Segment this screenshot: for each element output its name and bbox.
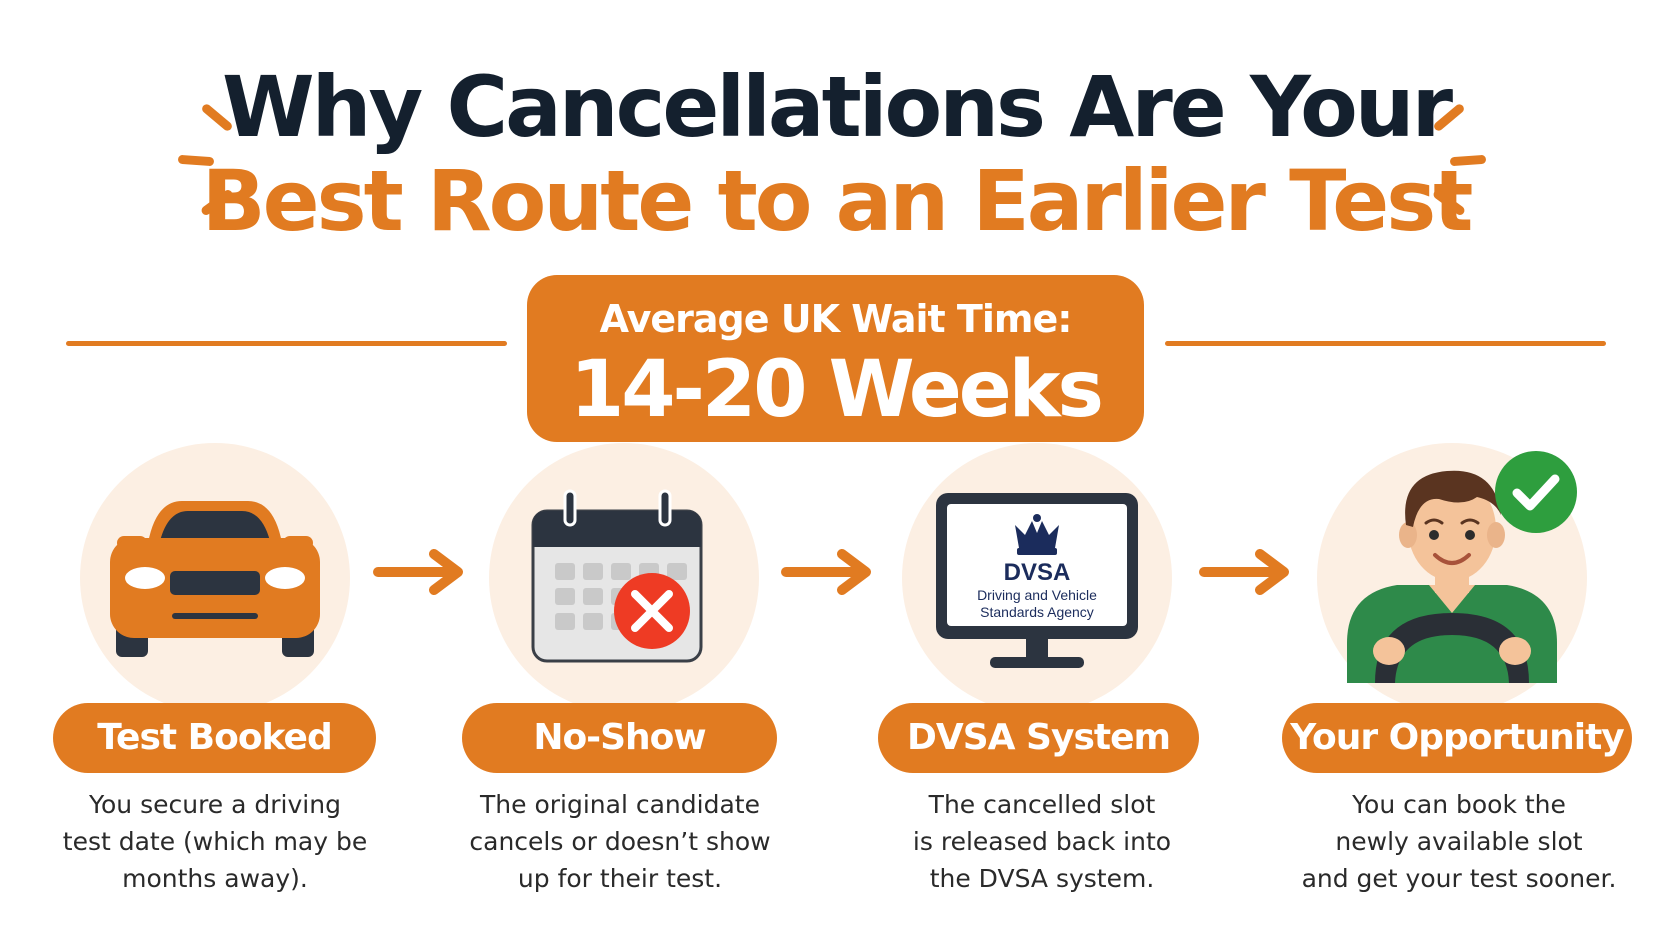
happy-driver-icon [1347, 470, 1557, 683]
step-4-circle [1317, 443, 1587, 713]
step-1-description: You secure a driving test date (which ma… [45, 786, 385, 897]
step-2-title: No-Show [462, 703, 777, 773]
step-4-description: You can book the newly available slot an… [1289, 786, 1629, 897]
step-2-circle [489, 443, 759, 713]
car-icon [110, 501, 320, 657]
description-line: The original candidate [480, 790, 760, 819]
step-4-title: Your Opportunity [1282, 703, 1632, 773]
crown-icon [1015, 514, 1059, 555]
dvsa-name-line-1: Driving and Vehicle [977, 587, 1097, 603]
arrow-right-icon [1199, 549, 1289, 595]
wait-time-value: 14-20 Weeks [570, 345, 1104, 435]
dvsa-monitor-icon: DVSA Driving and Vehicle Standards Agenc… [936, 493, 1138, 668]
divider-left [66, 341, 507, 346]
arrow-right-icon [781, 549, 871, 595]
wait-time-box: Average UK Wait Time: 14-20 Weeks [527, 275, 1144, 442]
step-3-title: DVSA System [878, 703, 1199, 773]
check-icon [1495, 451, 1577, 533]
description-line: up for their test. [517, 864, 723, 893]
description-line: is released back into [912, 827, 1172, 856]
step-1-circle [80, 443, 350, 713]
description-line: You can book the [1352, 790, 1566, 819]
wait-time-label: Average UK Wait Time: [599, 297, 1073, 341]
description-line: and get your test sooner. [1301, 864, 1617, 893]
title-line-2: Best Route to an Earlier Test [201, 152, 1474, 250]
description-line: newly available slot [1335, 827, 1583, 856]
step-1-title: Test Booked [53, 703, 376, 773]
description-line: You secure a driving [89, 790, 341, 819]
step-3-circle: DVSA Driving and Vehicle Standards Agenc… [902, 443, 1172, 713]
step-2-description: The original candidate cancels or doesn’… [450, 786, 790, 897]
description-line: the DVSA system. [929, 864, 1155, 893]
description-line: The cancelled slot [928, 790, 1156, 819]
title-line-1: Why Cancellations Are Your [221, 58, 1453, 156]
description-line: test date (which may be [62, 827, 368, 856]
description-line: months away). [122, 864, 308, 893]
step-3-description: The cancelled slot is released back into… [872, 786, 1212, 897]
calendar-cancel-icon [531, 489, 703, 663]
dvsa-name-line-2: Standards Agency [980, 604, 1094, 620]
dvsa-abbr: DVSA [1004, 559, 1071, 586]
description-line: cancels or doesn’t show [469, 827, 771, 856]
arrow-right-icon [373, 549, 463, 595]
divider-right [1165, 341, 1606, 346]
